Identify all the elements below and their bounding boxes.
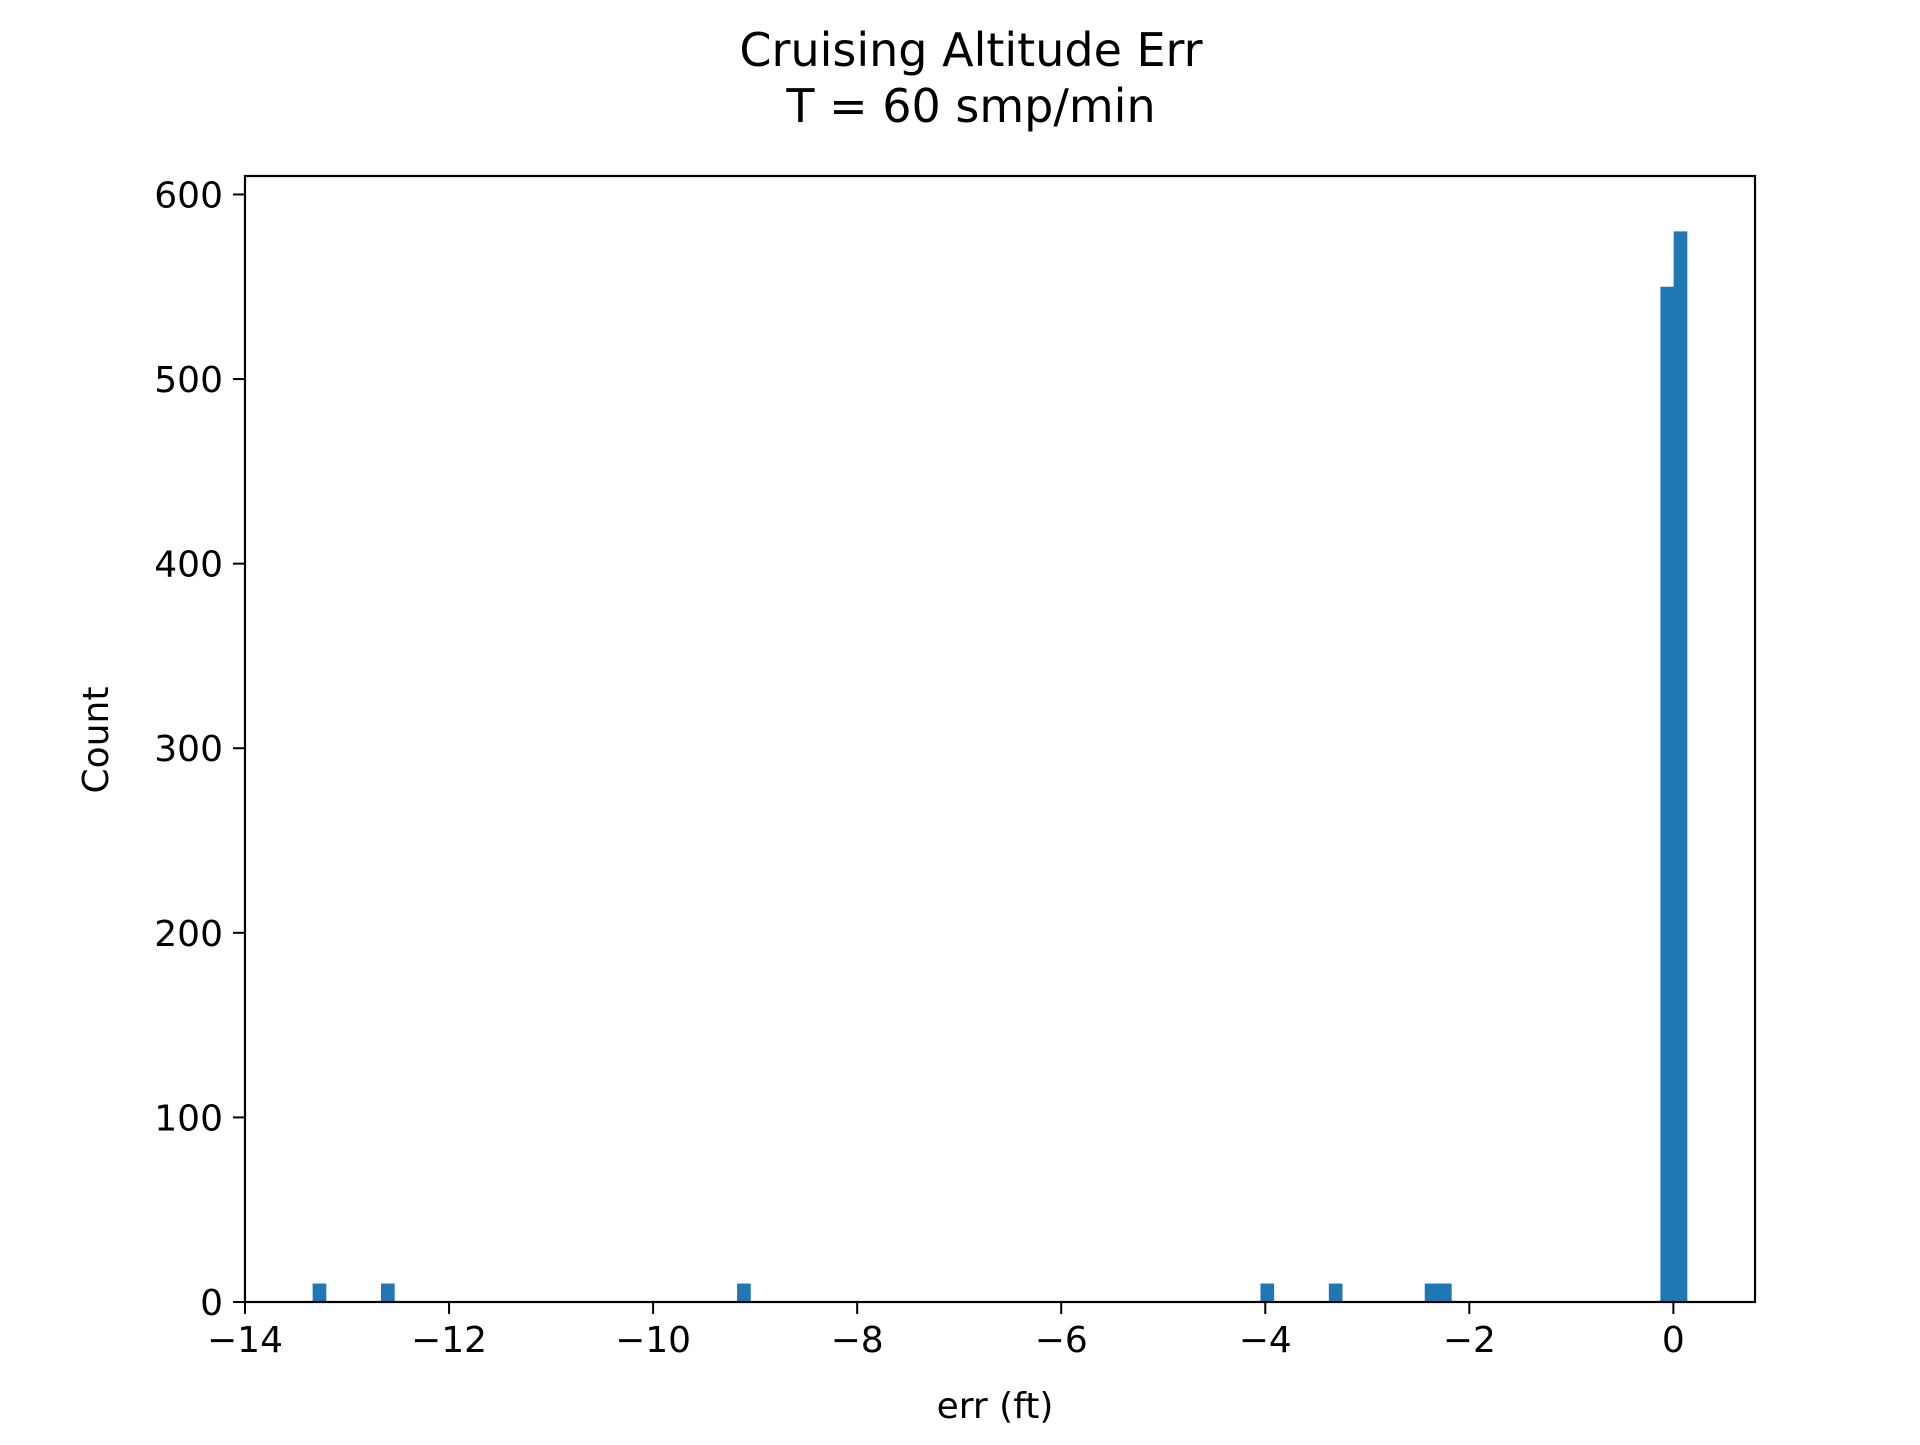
histogram-bar [1673,231,1688,1302]
y-tick-label: 500 [154,360,223,401]
chart-subtitle: T = 60 smp/min [785,79,1155,133]
histogram-bar [1328,1283,1343,1302]
histogram-bar [1260,1283,1275,1302]
plot-frame [243,174,1757,1304]
histogram-bar [1424,1283,1439,1302]
histogram-bar [737,1283,751,1302]
y-axis-label: Count [76,687,117,794]
y-tick-label: 300 [154,729,223,770]
chart-title: Cruising Altitude Err [739,23,1202,77]
y-tick-label: 200 [154,914,223,955]
x-tick-label: −8 [831,1320,884,1361]
y-tick-label: 0 [200,1283,223,1324]
x-tick-label: 0 [1662,1320,1685,1361]
histogram-bar [381,1283,395,1302]
y-tick-label: 100 [154,1098,223,1139]
x-tick-label: −4 [1239,1320,1292,1361]
x-tick-label: −6 [1035,1320,1088,1361]
x-tick-label: −2 [1443,1320,1496,1361]
x-tick-label: −10 [615,1320,691,1361]
x-tick-label: −12 [411,1320,487,1361]
axes-layer: −14 −12 −10 −8 −6 −4 −2 0 0 100 200 300 400 500 600 [154,174,1757,1361]
y-tick-label: 400 [154,545,223,586]
x-tick-label: −14 [207,1320,283,1361]
histogram-bar [1660,286,1675,1302]
x-axis-label: err (ft) [937,1386,1054,1427]
y-tick-label: 600 [154,175,223,216]
bars-layer [312,231,1688,1302]
histogram-bar [312,1283,327,1302]
histogram-bar [1438,1283,1452,1302]
